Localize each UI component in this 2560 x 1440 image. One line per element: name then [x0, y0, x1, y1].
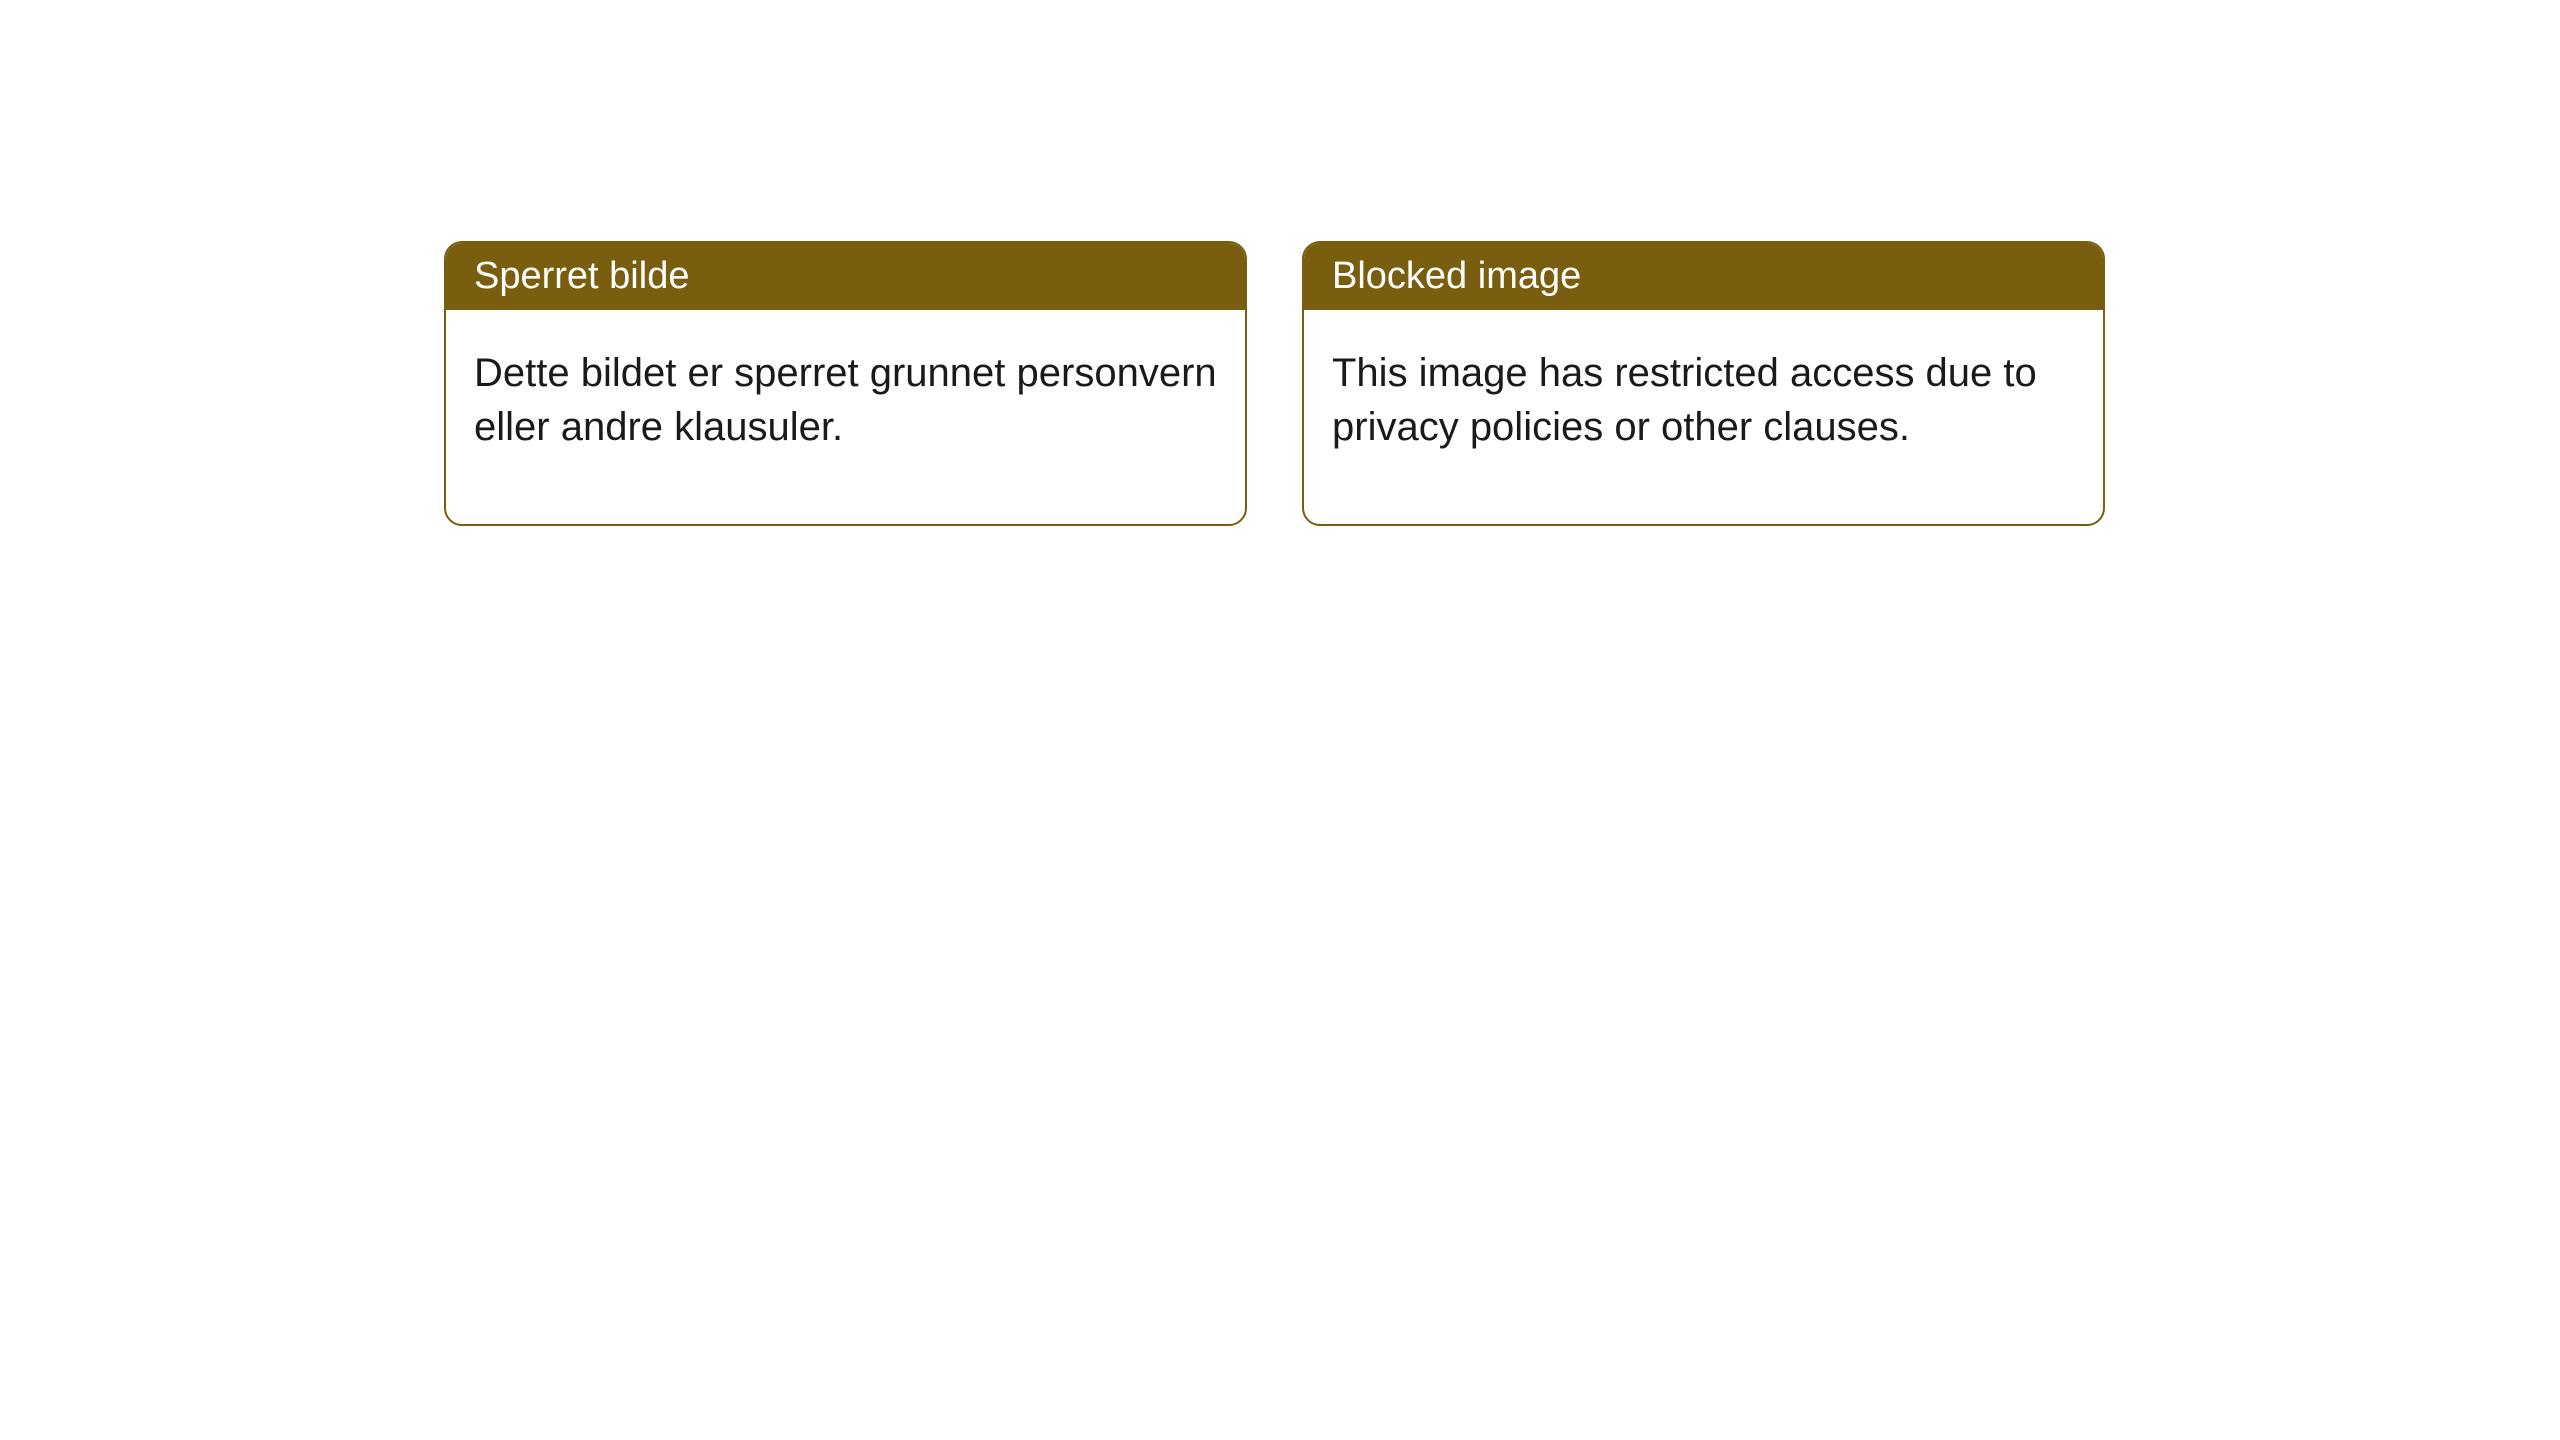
notice-body: Dette bildet er sperret grunnet personve… — [446, 310, 1245, 524]
notice-card-norwegian: Sperret bilde Dette bildet er sperret gr… — [444, 241, 1247, 526]
notice-header: Blocked image — [1304, 243, 2103, 310]
notice-card-english: Blocked image This image has restricted … — [1302, 241, 2105, 526]
notice-container: Sperret bilde Dette bildet er sperret gr… — [444, 241, 2105, 526]
notice-header: Sperret bilde — [446, 243, 1245, 310]
notice-body: This image has restricted access due to … — [1304, 310, 2103, 524]
